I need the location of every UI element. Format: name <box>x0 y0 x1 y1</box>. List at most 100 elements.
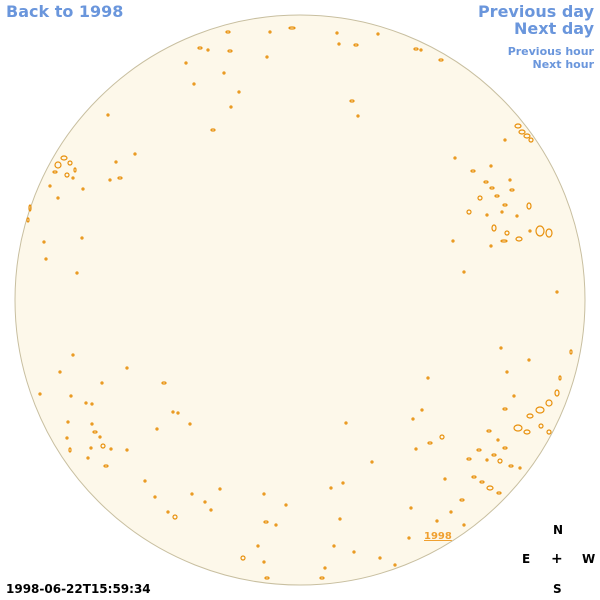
back-to-year-link[interactable]: Back to 1998 <box>6 2 124 21</box>
feature-contour-icon <box>545 399 553 407</box>
feature-contour-icon <box>545 228 553 238</box>
feature-contour-icon <box>515 214 519 218</box>
feature-contour-icon <box>535 406 545 414</box>
feature-contour-icon <box>518 466 522 470</box>
feature-contour-icon <box>172 514 178 520</box>
feature-contour-icon <box>274 523 278 527</box>
feature-contour-icon <box>502 407 508 411</box>
feature-contour-icon <box>125 366 129 370</box>
feature-contour-icon <box>218 487 222 491</box>
feature-contour-icon <box>67 160 73 166</box>
previous-day-link[interactable]: Previous day <box>477 2 594 21</box>
feature-contour-icon <box>509 188 515 192</box>
feature-contour-icon <box>427 441 433 445</box>
feature-contour-icon <box>262 492 266 496</box>
feature-contour-icon <box>500 239 508 243</box>
feature-contour-icon <box>409 506 413 510</box>
feature-contour-icon <box>225 30 231 34</box>
feature-contour-icon <box>329 486 333 490</box>
feature-contour-icon <box>98 435 102 439</box>
feature-contour-icon <box>26 217 30 223</box>
feature-contour-icon <box>438 58 444 62</box>
feature-contour-icon <box>323 566 327 570</box>
compass-east-label: E <box>522 552 531 566</box>
feature-contour-icon <box>352 550 356 554</box>
feature-contour-icon <box>496 491 502 495</box>
feature-contour-icon <box>100 443 106 449</box>
feature-contour-icon <box>370 460 374 464</box>
feature-contour-icon <box>471 475 477 479</box>
feature-contour-icon <box>414 447 418 451</box>
feature-contour-icon <box>439 434 445 440</box>
feature-contour-icon <box>184 61 188 65</box>
feature-contour-icon <box>356 114 360 118</box>
previous-hour-link[interactable]: Previous hour <box>507 45 594 58</box>
feature-contour-icon <box>28 204 32 212</box>
feature-contour-icon <box>171 410 175 414</box>
feature-contour-icon <box>514 123 522 129</box>
feature-contour-icon <box>526 202 532 210</box>
year-link[interactable]: 1998 <box>424 531 452 542</box>
feature-contour-icon <box>68 447 72 453</box>
feature-contour-icon <box>114 160 118 164</box>
feature-contour-icon <box>528 229 532 233</box>
feature-contour-icon <box>209 508 213 512</box>
feature-contour-icon <box>176 411 180 415</box>
feature-contour-icon <box>349 99 355 103</box>
feature-contour-icon <box>203 500 207 504</box>
feature-contour-icon <box>240 555 246 561</box>
feature-contour-icon <box>513 424 523 432</box>
feature-contour-icon <box>451 239 455 243</box>
feature-contour-icon <box>337 42 341 46</box>
next-hour-link[interactable]: Next hour <box>532 58 595 71</box>
feature-contour-icon <box>153 495 157 499</box>
feature-contour-icon <box>491 453 497 457</box>
feature-contour-icon <box>378 556 382 560</box>
feature-contour-icon <box>262 560 266 564</box>
feature-contour-icon <box>459 498 465 502</box>
feature-contour-icon <box>502 203 508 207</box>
feature-contour-icon <box>263 520 269 524</box>
feature-contour-icon <box>190 492 194 496</box>
feature-contour-icon <box>538 423 544 429</box>
feature-contour-icon <box>393 563 397 567</box>
feature-contour-icon <box>523 133 531 139</box>
feature-contour-icon <box>256 544 260 548</box>
feature-contour-icon <box>555 290 559 294</box>
feature-contour-icon <box>197 46 203 50</box>
feature-contour-icon <box>117 176 123 180</box>
feature-contour-icon <box>108 178 112 182</box>
feature-contour-icon <box>569 349 573 355</box>
feature-contour-icon <box>65 436 69 440</box>
feature-contour-icon <box>413 47 419 51</box>
feature-contour-icon <box>483 180 489 184</box>
feature-contour-icon <box>106 113 110 117</box>
feature-contour-icon <box>143 479 147 483</box>
feature-contour-icon <box>268 30 272 34</box>
feature-contour-icon <box>80 236 84 240</box>
feature-contour-icon <box>90 422 94 426</box>
observation-timestamp: 1998-06-22T15:59:34 <box>6 582 151 596</box>
feature-contour-icon <box>66 420 70 424</box>
feature-contour-icon <box>515 236 523 242</box>
feature-contour-icon <box>155 427 159 431</box>
feature-contour-icon <box>338 517 342 521</box>
next-day-link[interactable]: Next day <box>514 19 594 38</box>
feature-contour-icon <box>527 358 531 362</box>
feature-contour-icon <box>103 464 109 468</box>
feature-contour-icon <box>491 224 497 232</box>
feature-contour-icon <box>344 421 348 425</box>
feature-contour-icon <box>229 105 233 109</box>
feature-contour-icon <box>44 257 48 261</box>
feature-contour-icon <box>60 155 68 161</box>
feature-contour-icon <box>71 176 75 180</box>
feature-contour-icon <box>494 194 500 198</box>
feature-contour-icon <box>502 446 508 450</box>
solar-disk-icon <box>14 14 586 586</box>
feature-contour-icon <box>518 129 526 135</box>
feature-contour-icon <box>462 523 466 527</box>
feature-contour-icon <box>125 448 129 452</box>
feature-contour-icon <box>499 346 503 350</box>
feature-contour-icon <box>443 477 447 481</box>
feature-contour-icon <box>319 576 325 580</box>
